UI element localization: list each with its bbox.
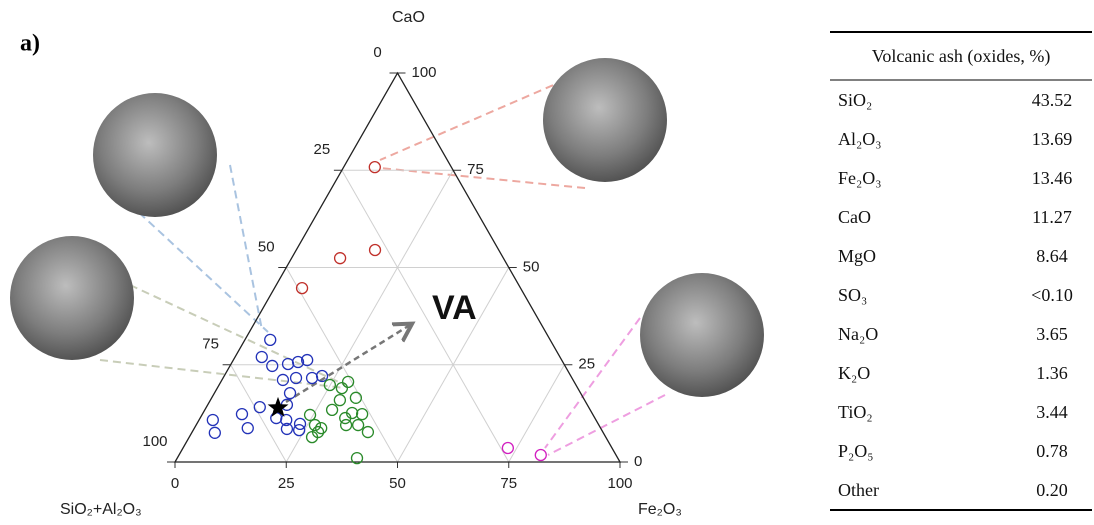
table-cell-value: <0.10: [1031, 285, 1073, 305]
data-point: [294, 425, 305, 436]
data-point: [254, 402, 265, 413]
data-point: [242, 423, 253, 434]
sem-image: [93, 93, 217, 217]
data-point: [207, 414, 218, 425]
data-point: [285, 388, 296, 399]
tick-label-right: 50: [523, 258, 540, 275]
data-point: [209, 427, 220, 438]
table-cell-value: 0.20: [1036, 480, 1068, 500]
data-point: [370, 244, 381, 255]
table-cell-name: SiO₂: [838, 90, 872, 110]
table-header: Volcanic ash (oxides, %): [872, 46, 1051, 67]
tick-label-bottom: 0: [171, 475, 179, 492]
table-cell-value: 1.36: [1036, 363, 1068, 383]
axis-title-top: CaO: [392, 9, 425, 26]
leader-line: [130, 285, 345, 385]
tick-label-bottom: 50: [389, 475, 406, 492]
data-point: [535, 449, 546, 460]
data-point: [369, 162, 380, 173]
data-point: [327, 404, 338, 415]
data-point: [357, 409, 368, 420]
sem-insets: [10, 58, 764, 455]
grid-line: [342, 170, 509, 462]
data-point: [236, 409, 247, 420]
table-cell-name: P₂O₅: [838, 441, 874, 461]
table-cell-name: MgO: [838, 246, 876, 266]
table-cell-value: 11.27: [1032, 207, 1072, 227]
arrow: [286, 325, 410, 402]
tick-label-bottom: 100: [607, 475, 632, 492]
table-cell-value: 3.44: [1036, 402, 1068, 422]
table-cell-value: 8.64: [1036, 246, 1068, 266]
table-cell-value: 0.78: [1036, 441, 1068, 461]
table-cell-name: Other: [838, 480, 879, 500]
table-cell-name: CaO: [838, 207, 871, 227]
data-point: [502, 442, 513, 453]
tick-label-left: 25: [314, 141, 331, 158]
tick-label-left: 50: [258, 238, 275, 255]
tick-label-left: 100: [142, 433, 167, 450]
data-point: [362, 427, 373, 438]
table-cell-value: 3.65: [1036, 324, 1068, 344]
data-point: [350, 392, 361, 403]
data-point: [283, 358, 294, 369]
sem-image: [10, 236, 134, 360]
data-point: [334, 395, 345, 406]
annotation: VA: [432, 289, 477, 327]
table-cell-name: Fe₂O₃: [838, 168, 882, 188]
table-cell-name: Al₂O₃: [838, 129, 882, 149]
table-cell-value: 13.46: [1032, 168, 1073, 188]
data-point: [256, 351, 267, 362]
sem-image: [543, 58, 667, 182]
grid-line: [509, 365, 565, 462]
table-cell-name: TiO₂: [838, 402, 873, 422]
table-cell-name: SO₃: [838, 285, 867, 305]
tick-label-right: 25: [578, 356, 595, 373]
data-point: [307, 372, 318, 383]
tick-label-right: 100: [412, 64, 437, 81]
data-point: [335, 253, 346, 264]
tick-label-right: 75: [467, 161, 484, 178]
tick-label-right: 0: [634, 453, 642, 470]
table-cell-name: Na₂O: [838, 324, 878, 344]
data-point: [353, 420, 364, 431]
data-point: [265, 334, 276, 345]
leader-line: [545, 318, 640, 448]
figure: a) 0 0 0 25 25 25 50 50 50 75 75 75 100 100 100 VA CaO…: [0, 0, 1094, 525]
axis-title-left: SiO₂+Al₂O₃: [60, 501, 142, 518]
leader-line: [548, 395, 665, 455]
table-cell-name: K₂O: [838, 363, 870, 383]
table: Volcanic ash (oxides, %) SiO₂ 43.52 Al₂O₃ 1…: [830, 32, 1092, 510]
sem-image: [640, 273, 764, 397]
data-point: [305, 409, 316, 420]
tick-label-left: 75: [202, 336, 219, 353]
tick-label-bottom: 25: [278, 475, 295, 492]
table-cell-value: 43.52: [1032, 90, 1073, 110]
tick-label-left: 0: [373, 44, 381, 61]
grid-line: [286, 170, 453, 462]
data-point: [309, 420, 320, 431]
axis-title-right: Fe₂O₃: [638, 501, 682, 518]
panel-label: a): [20, 31, 40, 57]
tick-label-bottom: 75: [500, 475, 517, 492]
data-point: [267, 360, 278, 371]
table-cell-value: 13.69: [1032, 129, 1073, 149]
